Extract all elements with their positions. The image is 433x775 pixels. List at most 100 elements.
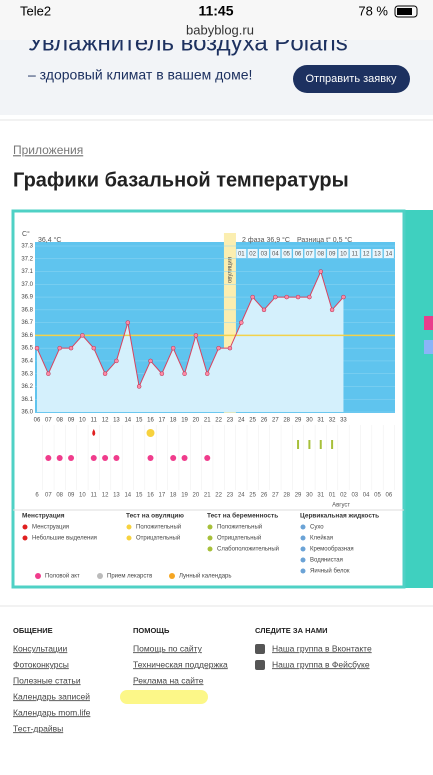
temperature-point[interactable]: [250, 294, 255, 300]
url[interactable]: babyblog.ru: [186, 22, 254, 37]
temperature-point[interactable]: [125, 320, 131, 325]
ad-headline: Увлажнитель воздуха Polaris: [28, 29, 348, 56]
x-tick-label: 18: [170, 418, 177, 424]
temperature-point[interactable]: [91, 345, 96, 351]
footer-link[interactable]: Наша группа в Вконтакте: [272, 643, 372, 653]
temperature-point[interactable]: [159, 371, 165, 376]
temperature-point[interactable]: [329, 307, 335, 313]
side-button[interactable]: [424, 316, 433, 330]
day-cell: [349, 249, 360, 258]
footer-link[interactable]: Реклама на сайте: [133, 675, 204, 685]
footer-link[interactable]: Консультации: [13, 643, 68, 653]
date-label: 17: [159, 493, 166, 499]
date-label: 25: [249, 493, 256, 499]
temperature-point[interactable]: [239, 320, 244, 325]
temperature-point[interactable]: [193, 333, 199, 338]
x-tick-label: 29: [295, 418, 302, 424]
legend-icon: [22, 524, 28, 530]
temperature-point[interactable]: [227, 345, 233, 351]
temperature-point[interactable]: [318, 269, 323, 274]
y-tick-label: 36.5: [21, 346, 33, 352]
temperature-point[interactable]: [34, 345, 40, 351]
temperature-point[interactable]: [102, 371, 108, 376]
legend-item: Небольшие выделения: [32, 536, 97, 542]
temperature-point[interactable]: [46, 371, 51, 376]
drop-icon: [92, 429, 96, 436]
date-label: 6: [35, 493, 39, 499]
day-label: 13: [374, 252, 381, 258]
x-tick-label: 10: [79, 418, 86, 424]
side-button[interactable]: [424, 340, 433, 354]
date-label: 18: [170, 493, 177, 499]
temperature-point[interactable]: [182, 371, 187, 376]
clock: 11:45: [198, 3, 233, 19]
x-tick-label: 21: [204, 418, 211, 424]
y-tick-label: 36.0: [21, 410, 33, 416]
date-label: 05: [374, 493, 381, 499]
y-tick-label: 36.7: [21, 320, 33, 326]
legend-icon: [300, 535, 306, 541]
x-tick-label: 22: [215, 418, 222, 424]
temperature-point[interactable]: [216, 345, 221, 351]
footer-link[interactable]: Фотоконкурсы: [13, 659, 69, 669]
battery-fill: [397, 8, 412, 15]
day-label: 11: [352, 252, 359, 258]
temperature-point[interactable]: [80, 333, 85, 338]
heart-icon: [181, 455, 188, 461]
footer-link[interactable]: Техническая поддержка: [133, 659, 228, 669]
y-tick-label: 36.9: [21, 295, 33, 301]
temperature-point[interactable]: [136, 384, 142, 389]
temperature-point[interactable]: [341, 294, 346, 300]
highlight: [120, 690, 208, 704]
day-label: 14: [386, 252, 393, 258]
day-label: 09: [329, 252, 336, 258]
temperature-point[interactable]: [170, 345, 176, 351]
legend-item: Отрицательный: [217, 535, 261, 542]
footer-link[interactable]: Календарь записей: [13, 691, 90, 701]
legend-item: Водянистая: [310, 558, 343, 564]
temperature-point[interactable]: [284, 294, 289, 300]
day-cell: [270, 249, 281, 258]
date-label: 15: [136, 493, 143, 499]
x-tick-label: 19: [181, 418, 188, 424]
temperature-point[interactable]: [307, 294, 312, 300]
breadcrumb[interactable]: Приложения: [13, 143, 83, 157]
temperature-point[interactable]: [148, 358, 153, 364]
temperature-point[interactable]: [68, 345, 74, 351]
footer-link[interactable]: Наша группа в Фейсбуке: [272, 659, 370, 669]
date-label: 26: [261, 493, 268, 499]
temperature-point[interactable]: [261, 307, 267, 313]
footer-link[interactable]: Тест-драйвы: [13, 723, 63, 733]
footer-link[interactable]: Полезные статьи: [13, 675, 81, 685]
date-label: 03: [351, 493, 358, 499]
ad-button[interactable]: [293, 65, 410, 93]
day-label: 04: [272, 252, 279, 258]
temperature-point[interactable]: [114, 358, 119, 364]
footer-link[interactable]: Календарь mom.life: [13, 707, 91, 717]
day-cell: [236, 249, 247, 258]
date-label: 07: [45, 493, 52, 499]
unit: C°: [22, 230, 30, 238]
temperature-point[interactable]: [57, 345, 62, 351]
y-tick-label: 36.3: [21, 371, 33, 377]
date-label: 09: [68, 493, 75, 499]
pregnancy-test-icon: [319, 440, 322, 449]
date-label: 12: [102, 493, 109, 499]
day-label: 07: [306, 252, 313, 258]
ad-button-label[interactable]: Отправить заявку: [306, 73, 397, 85]
footer-link[interactable]: Помощь по сайту: [133, 643, 203, 653]
date-label: 24: [238, 493, 245, 499]
day-cell: [338, 249, 349, 258]
legend-icon: [300, 524, 306, 530]
day-label: 06: [295, 252, 302, 258]
temperature-point[interactable]: [295, 294, 301, 300]
difference: Разница t° 0,5 °C: [297, 236, 352, 244]
heart-icon: [56, 455, 63, 461]
pregnancy-test-icon: [297, 440, 300, 449]
temperature-point[interactable]: [205, 371, 210, 376]
legend-item: Клейкая: [310, 535, 333, 542]
pregnancy-test-icon: [308, 440, 311, 449]
carrier: Tele2: [20, 3, 51, 18]
temperature-point[interactable]: [273, 294, 278, 300]
x-tick-label: 13: [113, 418, 120, 424]
